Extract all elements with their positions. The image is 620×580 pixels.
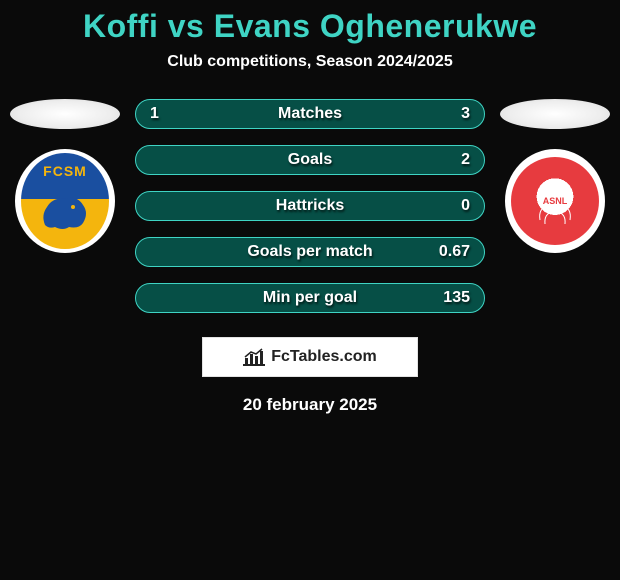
- stat-right-value: 0.67: [439, 243, 470, 261]
- stat-bar: 1 Matches 3: [135, 99, 485, 129]
- stat-bar: Goals per match 0.67: [135, 237, 485, 267]
- player-right-column: ASNL: [495, 99, 615, 253]
- stat-bar: Goals 2: [135, 145, 485, 175]
- player-left-portrait: [10, 99, 120, 129]
- crest-left-label: FCSM: [43, 163, 87, 179]
- comparison-row: FCSM 1 Matches 3 Goals 2 Hattricks 0 Goals per …: [0, 99, 620, 313]
- player-right-portrait: [500, 99, 610, 129]
- page-title: Koffi vs Evans Oghenerukwe: [0, 8, 620, 45]
- date-label: 20 february 2025: [0, 395, 620, 415]
- player-right-crest: ASNL: [505, 149, 605, 253]
- player-left-column: FCSM: [5, 99, 125, 253]
- stat-label: Matches: [278, 105, 342, 123]
- stat-right-value: 3: [461, 105, 470, 123]
- brand-badge: FcTables.com: [202, 337, 418, 377]
- stats-bars: 1 Matches 3 Goals 2 Hattricks 0 Goals per match…: [135, 99, 485, 313]
- stat-left-value: 1: [150, 105, 159, 123]
- lion-icon: [39, 191, 91, 231]
- stat-right-value: 2: [461, 151, 470, 169]
- chart-icon: [243, 348, 265, 366]
- thistle-icon: [520, 166, 590, 236]
- player-left-crest: FCSM: [15, 149, 115, 253]
- stat-right-value: 135: [443, 289, 470, 307]
- stat-right-value: 0: [461, 197, 470, 215]
- stat-label: Min per goal: [263, 289, 357, 307]
- stat-bar: Hattricks 0: [135, 191, 485, 221]
- page-subtitle: Club competitions, Season 2024/2025: [0, 53, 620, 71]
- stat-bar: Min per goal 135: [135, 283, 485, 313]
- brand-label: FcTables.com: [271, 348, 377, 366]
- stat-label: Goals: [288, 151, 332, 169]
- stat-label: Hattricks: [276, 197, 344, 215]
- stat-label: Goals per match: [247, 243, 372, 261]
